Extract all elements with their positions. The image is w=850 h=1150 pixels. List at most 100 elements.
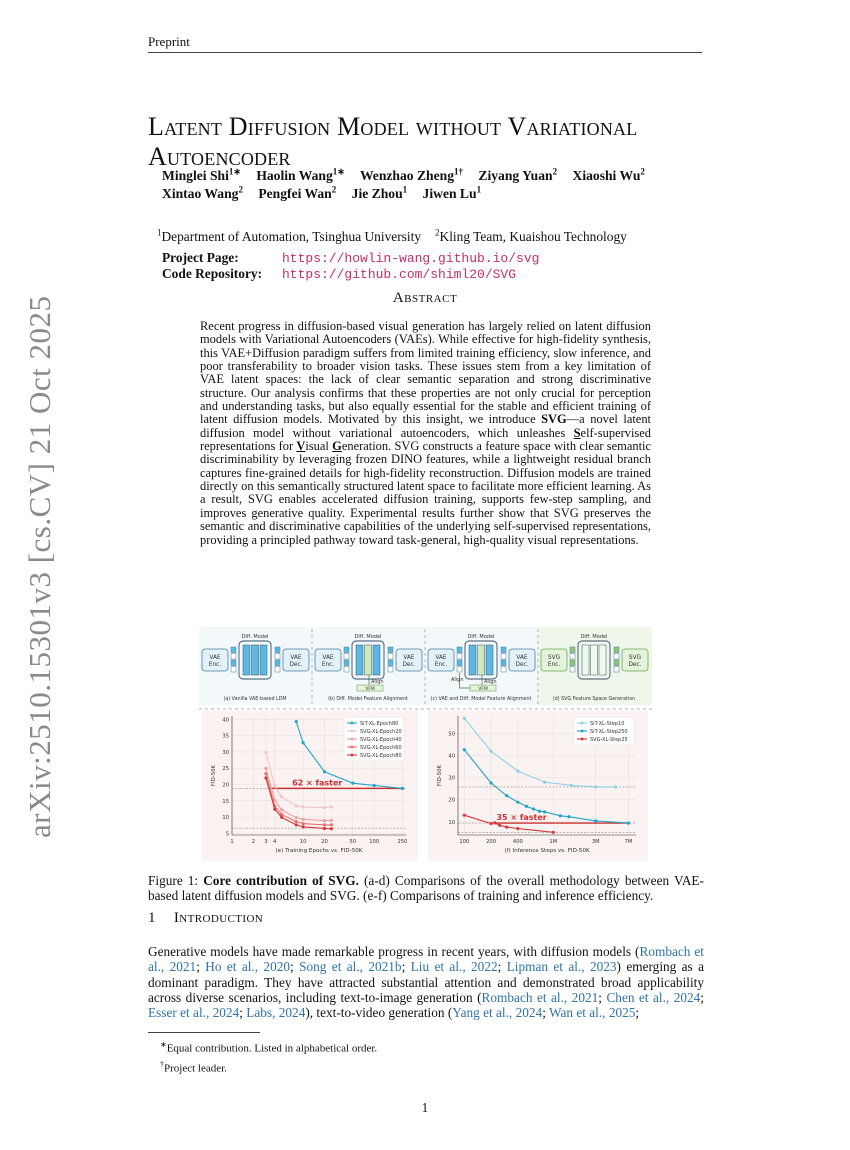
author: Wenzhao Zheng1† xyxy=(360,166,463,183)
latent-token xyxy=(274,666,281,673)
transformer-block xyxy=(372,644,381,676)
citation-link[interactable]: Esser et al., 2024 xyxy=(148,1005,240,1021)
link-url[interactable]: https://github.com/shiml20/SVG xyxy=(282,267,517,282)
vae-encoder-box-label: VAE xyxy=(322,655,334,661)
text-run: elf-supervised representations for xyxy=(200,425,651,454)
citation-link[interactable]: Ho et al., 2020 xyxy=(205,959,291,975)
footnote-text: Project leader. xyxy=(164,1062,227,1075)
text-run: ; xyxy=(700,989,704,1005)
citation-link[interactable]: Yang et al., 2024 xyxy=(452,1005,543,1021)
latent-token xyxy=(613,653,620,660)
data-point-SiT-XL-Step10 xyxy=(489,749,493,753)
transformer-block xyxy=(355,644,364,676)
author: Pengfei Wan2 xyxy=(258,184,337,202)
vae-encoder-box xyxy=(201,648,229,672)
transformer-block xyxy=(598,644,607,676)
data-point-SiT-XL-Step10 xyxy=(594,785,598,789)
y-tick-label: 40 xyxy=(448,754,455,760)
section-heading-introduction: 1 Introduction xyxy=(148,910,263,927)
legend-marker xyxy=(580,737,584,741)
legend-marker xyxy=(350,745,354,749)
vae-encoder-box-label: Enc. xyxy=(435,662,448,668)
data-point-SVG-XL-Epoch40 xyxy=(273,798,277,802)
data-point-SVG-XL-Epoch60 xyxy=(294,820,298,824)
vae-decoder-box-label: VAE xyxy=(516,655,528,661)
x-tick-label: 250 xyxy=(398,839,408,845)
vfm-label: VFM xyxy=(365,686,375,692)
text-run: ; xyxy=(290,959,300,975)
svg-decoder-box xyxy=(621,648,649,672)
affiliation-name: Kling Team, Kuaishou Technology xyxy=(439,229,627,245)
latent-token xyxy=(343,653,350,660)
link-row: Code Repository: https://github.com/shiml… xyxy=(162,266,539,282)
latent-token xyxy=(343,659,350,666)
latent-token xyxy=(343,646,350,653)
section-number: 1 xyxy=(148,910,156,926)
align-label: Align xyxy=(484,679,497,685)
latent-token xyxy=(613,666,620,673)
y-axis-label: FID-50K xyxy=(211,764,217,786)
latent-token xyxy=(569,646,576,653)
data-point-SVG-XL-Epoch20 xyxy=(280,795,284,799)
figure-caption: Figure 1: Core contribution of SVG. (a-d… xyxy=(148,873,704,903)
latent-token xyxy=(387,666,394,673)
legend-entry: SVG-XL-Epoch20 xyxy=(360,729,402,735)
author-affil-mark: 1 xyxy=(476,184,482,195)
author-name: Haolin Wang xyxy=(256,167,333,183)
data-point-SVG-XL-Epoch40 xyxy=(280,808,284,812)
x-tick-label: 4 xyxy=(273,839,277,845)
vae-decoder-box-label: Dec. xyxy=(515,662,528,668)
data-point-SVG-XL-Epoch80 xyxy=(294,823,298,827)
legend-entry: SVG-XL-Epoch60 xyxy=(360,745,402,751)
legend-marker xyxy=(350,753,354,757)
citation-link[interactable]: Lipman et al., 2023 xyxy=(506,959,617,975)
author-affil-mark: 2 xyxy=(331,184,337,195)
legend-entry: SVG-XL-Epoch80 xyxy=(360,753,402,759)
latent-token xyxy=(613,646,620,653)
citation-link[interactable]: Labs, 2024 xyxy=(246,1005,306,1021)
data-point-SiT-XL-Step250 xyxy=(462,748,466,752)
citation-link[interactable]: Rombach et al., 2021 xyxy=(481,989,599,1005)
data-point-SVG-XL-Step25 xyxy=(462,813,466,817)
link-url[interactable]: https://howlin-wang.github.io/svg xyxy=(282,251,540,266)
x-axis-label: (f) Inference Steps vs. FID-50K xyxy=(504,848,590,854)
author: Ziyang Yuan2 xyxy=(478,166,558,183)
transformer-block xyxy=(251,644,259,676)
data-point-SiT-XL-Step250 xyxy=(594,819,598,823)
y-tick-label: 15 xyxy=(222,799,229,805)
data-point-SVG-XL-Epoch20 xyxy=(301,805,305,809)
data-point-SiT-XL-Step10 xyxy=(516,769,520,773)
x-tick-label: 20 xyxy=(321,839,328,845)
citation-link[interactable]: Song et al., 2021b xyxy=(299,959,402,975)
latent-token xyxy=(569,653,576,660)
data-point-SVG-XL-Epoch80 xyxy=(273,807,277,811)
abstract-text: Recent progress in diffusion-based visua… xyxy=(200,319,651,547)
data-point-SiT-XL-Epoch80 xyxy=(351,781,355,785)
citation-link[interactable]: Liu et al., 2022 xyxy=(410,959,498,975)
text-run: ; xyxy=(196,959,206,975)
x-tick-label: 3M xyxy=(592,839,600,845)
data-point-SiT-XL-Step10 xyxy=(543,780,547,784)
author-name: Ziyang Yuan xyxy=(478,167,553,183)
y-tick-label: 50 xyxy=(448,732,455,738)
series-line-SiT-XL-Epoch80 xyxy=(295,721,403,789)
citation-link[interactable]: Wan et al., 2025 xyxy=(548,1005,636,1021)
y-tick-label: 35 xyxy=(222,734,229,740)
speedup-annotation: 62 × faster xyxy=(292,778,342,787)
page-number: 1 xyxy=(421,1100,429,1115)
text-run: ; xyxy=(598,989,607,1005)
author: Jiwen Lu1 xyxy=(423,184,482,202)
transformer-block xyxy=(468,644,477,676)
citation-link[interactable]: Chen et al., 2024 xyxy=(606,989,701,1005)
bold-text: SVG xyxy=(541,412,567,427)
author-name: Minglei Shi xyxy=(162,167,229,183)
latent-token xyxy=(613,659,620,666)
author-affil-mark: 2 xyxy=(552,166,558,176)
underlined-letter: V xyxy=(296,439,306,454)
data-point-SiT-XL-Step250 xyxy=(537,809,542,813)
y-tick-label: 10 xyxy=(448,820,455,826)
citation-link[interactable]: Rombach et al., 2021 xyxy=(148,944,704,975)
panel-caption: (c) VAE and Diff. Model Feature Alignmen… xyxy=(431,696,532,702)
svg-encoder-box-label: Enc. xyxy=(548,662,561,668)
